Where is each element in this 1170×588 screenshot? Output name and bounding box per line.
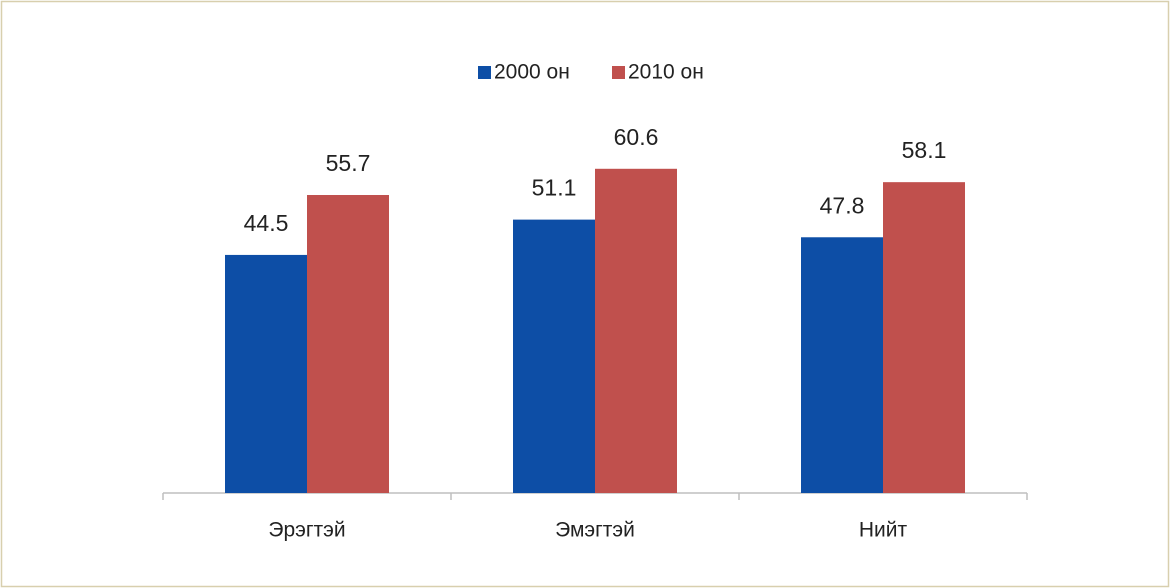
data-label: 60.6 xyxy=(614,124,659,150)
x-tick-label: Эмэгтэй xyxy=(555,519,635,542)
data-label: 55.7 xyxy=(326,150,371,176)
legend-swatch xyxy=(612,66,625,79)
bar xyxy=(513,219,595,494)
legend-label: 2010 он xyxy=(628,61,704,84)
data-label: 58.1 xyxy=(902,137,947,163)
bar xyxy=(225,254,307,493)
bar xyxy=(307,195,389,493)
x-tick-label: Эрэгтэй xyxy=(268,519,345,542)
legend-label: 2000 он xyxy=(494,61,570,84)
bar xyxy=(595,168,677,494)
x-tick-label: Нийт xyxy=(859,519,908,542)
data-label: 51.1 xyxy=(532,175,577,201)
legend-swatch xyxy=(478,66,491,79)
bar xyxy=(883,182,965,494)
bar xyxy=(801,237,883,493)
data-label: 44.5 xyxy=(244,210,289,236)
data-label: 47.8 xyxy=(820,192,865,218)
